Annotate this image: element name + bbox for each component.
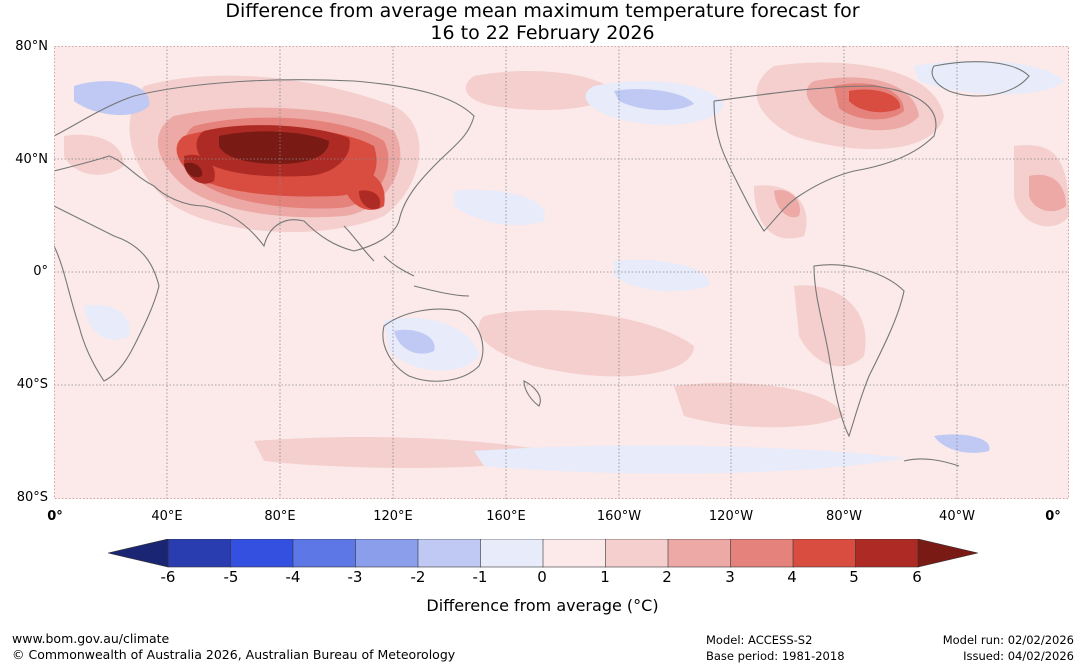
colorbar-swatch xyxy=(167,539,232,568)
lon-label-0-east: 0° xyxy=(1045,509,1061,524)
coast-eurasia xyxy=(54,79,475,252)
cool-patch-africa xyxy=(84,305,130,340)
graticule xyxy=(54,46,1069,499)
lat-label-80n: 80°N xyxy=(15,39,48,54)
lon-label-80w: 80°W xyxy=(826,509,862,524)
colorbar-swatch xyxy=(480,539,544,568)
colorbar-tick-4: 4 xyxy=(787,568,797,586)
lon-label-120w: 120°W xyxy=(708,509,754,524)
lon-label-160e: 160°E xyxy=(486,509,526,524)
colorbar-tick-2: 2 xyxy=(662,568,672,586)
colorbar-over-triangle xyxy=(917,539,978,568)
chart-title: Difference from average mean maximum tem… xyxy=(0,0,1085,44)
footer-website: www.bom.gov.au/climate xyxy=(12,631,170,646)
colorbar-swatch xyxy=(417,539,482,568)
colorbar-under-triangle xyxy=(108,539,169,568)
cool-patch-greenland xyxy=(914,61,1064,95)
cool-patch-west-pacific xyxy=(454,189,546,226)
colorbar-tick-minus-6: -6 xyxy=(160,568,176,586)
coast-antarctic-peninsula xyxy=(903,458,960,467)
anomaly-patch-siberia xyxy=(465,71,614,111)
warm-patch-extreme xyxy=(219,131,329,164)
coast-africa xyxy=(54,205,160,382)
warm-patch-mexico-mid xyxy=(774,190,800,218)
footer-model-run: Model run: 02/02/2026 xyxy=(942,633,1074,647)
colorbar-swatch xyxy=(855,539,919,568)
colorbar-tick-1: 1 xyxy=(600,568,610,586)
cool-patch-southern-ocean xyxy=(474,445,904,474)
warm-patch-china-core xyxy=(359,190,381,210)
anomaly-patch-southern-ocean xyxy=(674,382,844,428)
colorbar-swatch xyxy=(605,539,669,568)
anomaly-patch-south-pacific xyxy=(478,310,694,377)
warm-patch-labrador xyxy=(849,89,901,113)
anomaly-over-6-regions xyxy=(184,131,329,178)
lon-label-80e: 80°E xyxy=(264,509,296,524)
coast-southeast-asia xyxy=(343,225,470,297)
colorbar-swatch xyxy=(292,539,357,568)
map-border xyxy=(54,46,1069,499)
warm-patch-extreme-west xyxy=(184,162,203,178)
colorbar xyxy=(108,539,978,568)
colorbar-swatch xyxy=(792,539,857,568)
colorbar-tick-6: 6 xyxy=(912,568,922,586)
colorbar-tick-minus-1: -1 xyxy=(472,568,488,586)
colorbar-tick-minus-2: -2 xyxy=(410,568,426,586)
lat-label-eq: 0° xyxy=(33,264,48,279)
cool-patch-aleutians xyxy=(614,89,694,111)
lat-label-80s: 80°S xyxy=(16,490,48,505)
cool-patch-australia-core xyxy=(394,329,435,354)
colorbar-tick-minus-5: -5 xyxy=(223,568,239,586)
coast-north-america xyxy=(713,85,937,232)
footer-copyright: © Commonwealth of Australia 2026, Austra… xyxy=(12,647,456,662)
cool-patch-scandinavia xyxy=(74,81,150,116)
colorbar-swatch xyxy=(355,539,419,568)
colorbar-swatch xyxy=(730,539,794,568)
footer-model: Model: ACCESS-S2 xyxy=(706,633,813,647)
footer-issued: Issued: 04/02/2026 xyxy=(963,649,1074,663)
coast-australia xyxy=(382,308,484,382)
anomaly-minus-2-to-1-regions xyxy=(74,81,990,453)
lon-label-40e: 40°E xyxy=(151,509,183,524)
anomaly-map xyxy=(54,46,1069,499)
cool-patch-weddell xyxy=(934,434,990,453)
colorbar-swatch xyxy=(230,539,294,568)
lon-label-160w: 160°W xyxy=(596,509,642,524)
colorbar-tick-3: 3 xyxy=(725,568,735,586)
coast-greenland xyxy=(931,61,1030,97)
anomaly-patch-south-america xyxy=(794,285,866,367)
colorbar-tick-5: 5 xyxy=(849,568,859,586)
colorbar-tick-minus-4: -4 xyxy=(285,568,301,586)
footer-base-period: Base period: 1981-2018 xyxy=(706,649,845,663)
colorbar-swatch xyxy=(667,539,732,568)
warm-patch-north-africa-mid xyxy=(1029,174,1066,212)
lon-label-40w: 40°W xyxy=(939,509,975,524)
colorbar-tick-minus-3: -3 xyxy=(347,568,363,586)
coast-new-zealand xyxy=(523,380,541,407)
colorbar-swatches xyxy=(167,539,919,568)
coast-south-america xyxy=(813,264,905,438)
title-line-1: Difference from average mean maximum tem… xyxy=(225,0,860,22)
colorbar-tick-0: 0 xyxy=(537,568,547,586)
title-line-2: 16 to 22 February 2026 xyxy=(430,22,655,44)
colorbar-swatch xyxy=(542,539,607,568)
lat-label-40n: 40°N xyxy=(15,152,48,167)
anomaly-map-svg xyxy=(54,46,1069,499)
coastlines xyxy=(54,61,1030,467)
cool-patch-equatorial-pacific xyxy=(614,259,710,292)
lon-label-120e: 120°E xyxy=(373,509,413,524)
colorbar-label: Difference from average (°C) xyxy=(426,596,659,615)
lon-label-0-west: 0° xyxy=(47,509,63,524)
lat-label-40s: 40°S xyxy=(16,377,48,392)
